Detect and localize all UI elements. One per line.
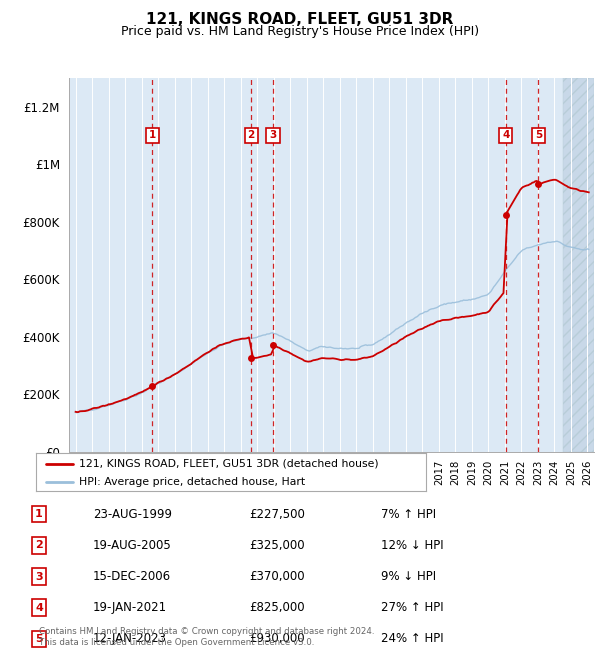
Text: 1: 1	[149, 131, 156, 140]
Text: 3: 3	[35, 571, 43, 582]
Text: 1: 1	[35, 509, 43, 519]
Text: 5: 5	[35, 634, 43, 644]
Text: 12% ↓ HPI: 12% ↓ HPI	[381, 539, 443, 552]
Text: 5: 5	[535, 131, 542, 140]
Text: 121, KINGS ROAD, FLEET, GU51 3DR (detached house): 121, KINGS ROAD, FLEET, GU51 3DR (detach…	[79, 459, 379, 469]
Text: £227,500: £227,500	[249, 508, 305, 521]
Text: 12-JAN-2023: 12-JAN-2023	[93, 632, 167, 645]
Text: 19-AUG-2005: 19-AUG-2005	[93, 539, 172, 552]
Text: Price paid vs. HM Land Registry's House Price Index (HPI): Price paid vs. HM Land Registry's House …	[121, 25, 479, 38]
Bar	[563, 78, 594, 452]
Text: 19-JAN-2021: 19-JAN-2021	[93, 601, 167, 614]
Text: 24% ↑ HPI: 24% ↑ HPI	[381, 632, 443, 645]
Text: Contains HM Land Registry data © Crown copyright and database right 2024.
This d: Contains HM Land Registry data © Crown c…	[39, 627, 374, 647]
Text: 9% ↓ HPI: 9% ↓ HPI	[381, 570, 436, 583]
Text: 4: 4	[502, 131, 509, 140]
Text: 4: 4	[35, 603, 43, 613]
Text: 3: 3	[269, 131, 277, 140]
Text: 2: 2	[248, 131, 255, 140]
Text: £370,000: £370,000	[249, 570, 305, 583]
Text: 121, KINGS ROAD, FLEET, GU51 3DR: 121, KINGS ROAD, FLEET, GU51 3DR	[146, 12, 454, 27]
Text: 23-AUG-1999: 23-AUG-1999	[93, 508, 172, 521]
Text: 15-DEC-2006: 15-DEC-2006	[93, 570, 171, 583]
Text: 2: 2	[35, 540, 43, 551]
Text: 7% ↑ HPI: 7% ↑ HPI	[381, 508, 436, 521]
Text: £930,000: £930,000	[249, 632, 305, 645]
Text: £825,000: £825,000	[249, 601, 305, 614]
Text: 27% ↑ HPI: 27% ↑ HPI	[381, 601, 443, 614]
Text: £325,000: £325,000	[249, 539, 305, 552]
Text: HPI: Average price, detached house, Hart: HPI: Average price, detached house, Hart	[79, 478, 305, 488]
